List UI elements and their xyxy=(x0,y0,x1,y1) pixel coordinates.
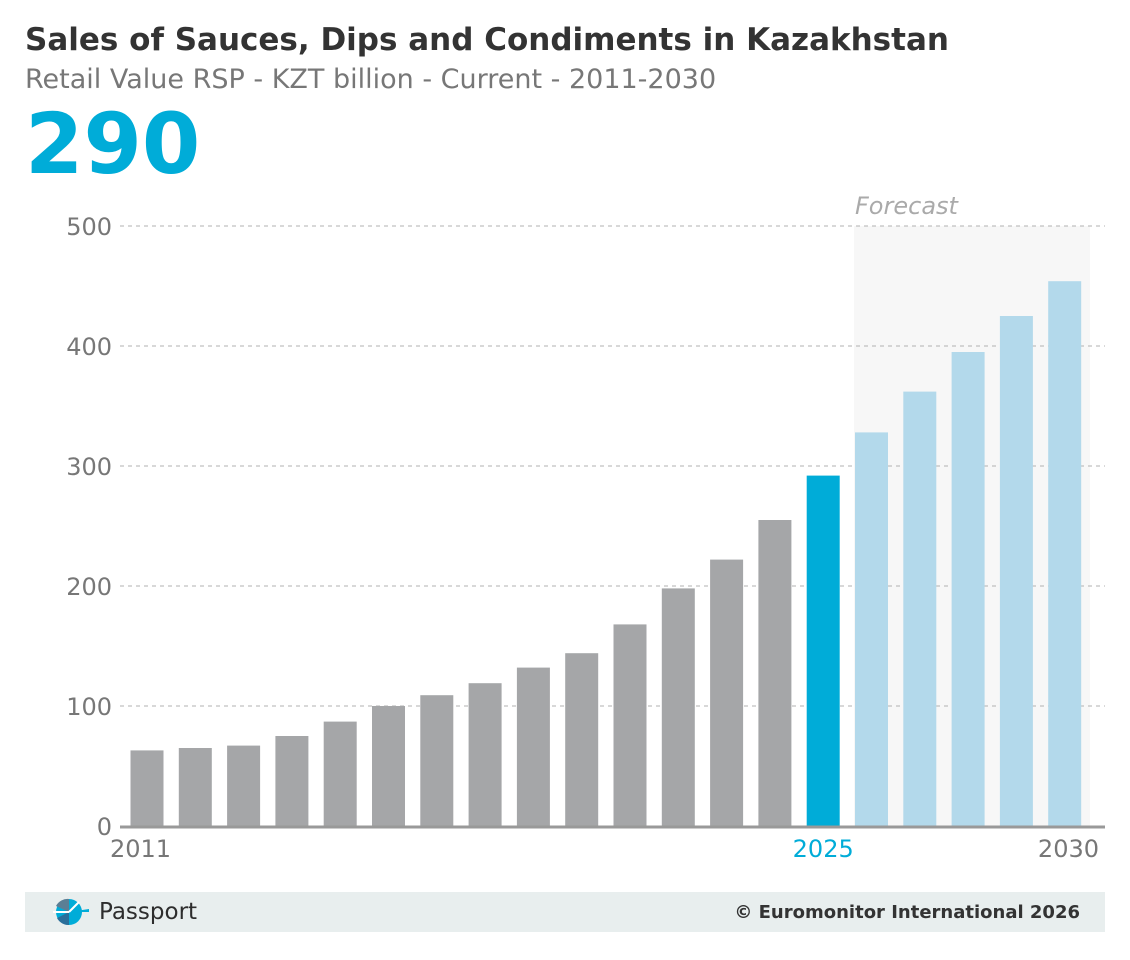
headline-value: 290 xyxy=(25,95,201,193)
bar-2026 xyxy=(855,432,888,826)
y-tick-label-500: 500 xyxy=(66,213,112,241)
bar-2023 xyxy=(710,559,744,826)
x-tick-label-2011: 2011 xyxy=(110,835,171,863)
y-tick-label-0: 0 xyxy=(97,813,112,841)
x-tick-label-2030: 2030 xyxy=(1038,835,1099,863)
bar-2025 xyxy=(806,475,840,826)
bar-2030 xyxy=(1048,281,1082,826)
chart-subtitle: Retail Value RSP - KZT billion - Current… xyxy=(25,64,717,95)
bar-2017 xyxy=(420,695,454,826)
y-tick-label-100: 100 xyxy=(66,693,112,721)
footer-bar: Passport © Euromonitor International 202… xyxy=(25,892,1105,932)
y-tick-label-300: 300 xyxy=(66,453,112,481)
brand-name: Passport xyxy=(99,899,198,925)
bar-2022 xyxy=(661,588,695,826)
x-tick-label-2025: 2025 xyxy=(793,835,854,863)
bar-2014 xyxy=(275,736,309,826)
bar-2021 xyxy=(613,624,647,826)
bar-2012 xyxy=(178,748,212,826)
bar-2024 xyxy=(758,520,792,826)
bar-2020 xyxy=(565,653,599,826)
forecast-label: Forecast xyxy=(855,192,960,220)
y-tick-label-400: 400 xyxy=(66,333,112,361)
chart-title: Sales of Sauces, Dips and Condiments in … xyxy=(25,22,949,58)
bar-2027 xyxy=(903,391,937,826)
y-tick-label-200: 200 xyxy=(66,573,112,601)
bar-2019 xyxy=(516,667,550,826)
passport-logo-icon xyxy=(53,898,89,926)
bar-2028 xyxy=(951,352,985,826)
bar-2018 xyxy=(468,683,502,826)
bar-2029 xyxy=(999,316,1033,826)
bar-2016 xyxy=(372,706,405,826)
bar-chart: Forecast 0 100 200 300 400 500 2011 2025 2030 xyxy=(66,192,1105,863)
copyright-text: © Euromonitor International 2026 xyxy=(734,902,1080,923)
bar-2015 xyxy=(323,721,357,826)
bar-2011 xyxy=(130,750,164,826)
bar-2013 xyxy=(227,745,261,826)
